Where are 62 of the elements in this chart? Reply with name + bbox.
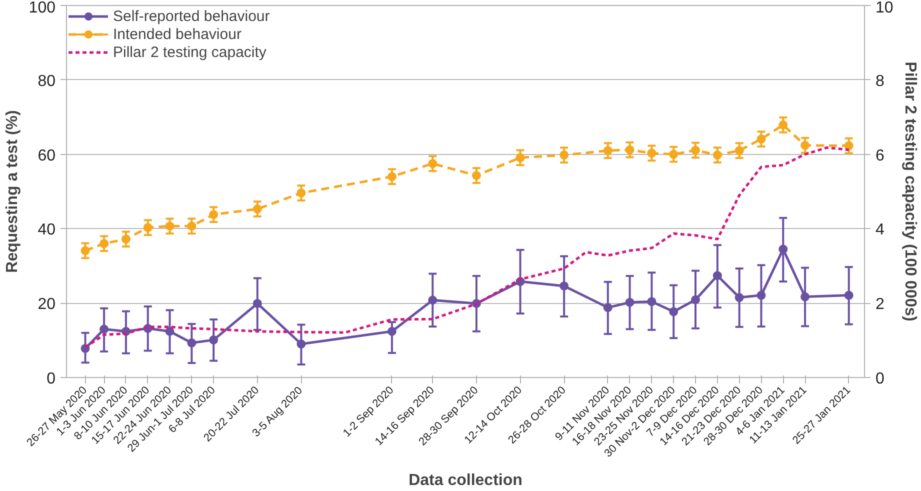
point <box>800 292 810 302</box>
point <box>560 150 569 160</box>
point <box>756 134 766 144</box>
point <box>143 223 152 232</box>
point <box>625 298 634 307</box>
x-axis-title: Data collection <box>408 472 522 489</box>
point <box>80 246 90 256</box>
point <box>252 298 262 308</box>
legend-label: Self-reported behaviour <box>113 7 270 25</box>
point <box>603 146 612 156</box>
point <box>647 148 656 158</box>
y2-tick-label: 10 <box>876 0 894 16</box>
point <box>209 210 218 220</box>
point <box>800 140 810 150</box>
point <box>100 239 109 248</box>
point <box>387 326 396 336</box>
point <box>121 234 130 244</box>
point <box>187 222 196 231</box>
point <box>844 141 854 150</box>
point <box>472 171 481 180</box>
y2-tick-label: 4 <box>876 222 884 239</box>
y2-tick-label: 2 <box>876 296 884 314</box>
y2-axis-title: Pillar 2 testing capacity (100 000s) <box>901 62 918 322</box>
point <box>734 293 744 302</box>
point <box>165 222 174 231</box>
point <box>100 324 109 334</box>
point <box>165 326 174 336</box>
point <box>625 145 634 154</box>
point <box>647 297 656 306</box>
point <box>428 296 438 305</box>
y2-tick-label: 6 <box>876 147 884 164</box>
point <box>778 120 788 130</box>
point <box>734 146 744 156</box>
y-tick-label: 60 <box>38 147 56 164</box>
point <box>712 271 722 280</box>
point <box>560 281 569 290</box>
point <box>844 290 854 300</box>
y-tick-label: 80 <box>38 72 56 90</box>
y2-tick-label: 8 <box>876 72 884 90</box>
point <box>187 338 196 348</box>
point <box>516 153 525 162</box>
point <box>428 159 438 168</box>
y-tick-label: 40 <box>38 222 56 239</box>
point <box>296 340 306 349</box>
point <box>691 295 700 304</box>
point <box>387 172 396 182</box>
point <box>209 335 218 344</box>
y-tick-label: 20 <box>38 296 56 314</box>
y-axis-title: Requesting a test (%) <box>4 110 21 273</box>
point <box>252 204 262 214</box>
y-tick-label: 0 <box>46 370 56 388</box>
point <box>603 303 612 312</box>
y-tick-label: 100 <box>28 0 56 16</box>
y2-tick-label: 0 <box>876 370 884 388</box>
point <box>712 150 722 160</box>
point <box>669 150 678 159</box>
legend-label: Intended behaviour <box>113 25 242 43</box>
legend-label: Pillar 2 testing capacity <box>113 43 266 61</box>
point <box>296 188 306 198</box>
point <box>691 146 700 155</box>
point <box>756 290 766 300</box>
point <box>669 307 678 316</box>
